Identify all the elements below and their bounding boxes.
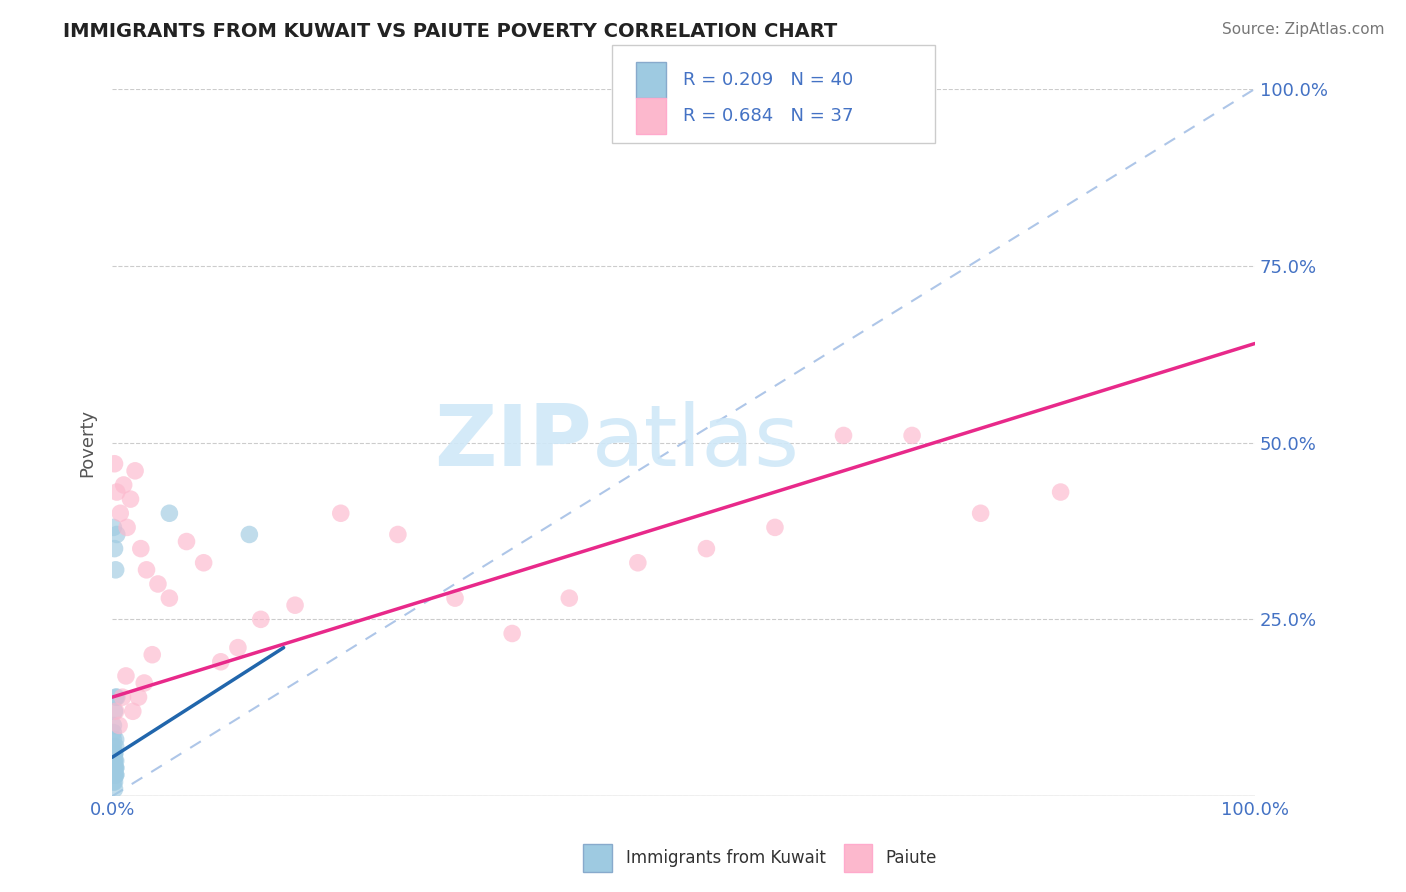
Point (104, 761, 127, 775)
Point (141, 648, 163, 662)
Y-axis label: Poverty: Poverty (79, 409, 96, 476)
Point (103, 754, 125, 768)
Point (103, 747, 125, 761)
Point (103, 782, 125, 797)
Point (110, 506, 132, 520)
Point (104, 704, 127, 718)
Point (104, 761, 127, 775)
Point (103, 739, 125, 754)
Point (104, 754, 127, 768)
Point (103, 761, 125, 775)
Point (104, 768, 127, 782)
Point (209, 655, 232, 669)
Point (124, 464, 146, 478)
Point (103, 768, 125, 782)
Point (193, 556, 215, 570)
Point (103, 732, 125, 747)
Point (120, 492, 142, 507)
Point (103, 768, 125, 782)
Text: R = 0.684   N = 37: R = 0.684 N = 37 (683, 107, 853, 125)
Point (103, 775, 125, 789)
Point (238, 527, 260, 541)
Point (108, 718, 131, 732)
Point (157, 506, 180, 520)
Point (329, 506, 352, 520)
Point (115, 520, 138, 534)
Point (103, 754, 125, 768)
Point (103, 541, 125, 556)
Point (104, 768, 127, 782)
Point (104, 732, 127, 747)
Point (176, 534, 198, 549)
Point (763, 520, 786, 534)
Point (104, 739, 127, 754)
Point (104, 690, 127, 705)
Point (103, 754, 125, 768)
Text: ZIP: ZIP (434, 401, 592, 484)
Point (103, 718, 125, 732)
Point (115, 669, 138, 683)
Point (112, 478, 135, 492)
Point (901, 428, 924, 442)
Point (129, 541, 152, 556)
Point (103, 768, 125, 782)
Point (103, 761, 125, 775)
Point (284, 598, 307, 612)
Text: IMMIGRANTS FROM KUWAIT VS PAIUTE POVERTY CORRELATION CHART: IMMIGRANTS FROM KUWAIT VS PAIUTE POVERTY… (63, 22, 838, 41)
Point (103, 747, 125, 761)
Point (444, 591, 467, 606)
Point (103, 725, 125, 739)
Point (969, 506, 991, 520)
Point (695, 541, 717, 556)
Point (134, 676, 156, 690)
Point (111, 690, 134, 705)
Point (103, 754, 125, 768)
Text: Paiute: Paiute (886, 849, 938, 867)
Point (501, 626, 523, 640)
Point (105, 527, 128, 541)
Point (104, 563, 127, 577)
Point (1049, 485, 1071, 500)
Point (558, 591, 581, 606)
Point (103, 747, 125, 761)
Point (103, 747, 125, 761)
Point (105, 690, 128, 705)
Point (103, 768, 125, 782)
Point (128, 690, 150, 705)
Text: R = 0.209   N = 40: R = 0.209 N = 40 (683, 71, 853, 89)
Point (157, 591, 180, 606)
Point (146, 577, 169, 591)
Point (103, 704, 125, 718)
Text: atlas: atlas (592, 401, 800, 484)
Point (103, 457, 125, 471)
Point (832, 428, 855, 442)
Point (103, 775, 125, 789)
Point (387, 527, 409, 541)
Text: Immigrants from Kuwait: Immigrants from Kuwait (626, 849, 825, 867)
Point (226, 640, 249, 655)
Point (103, 754, 125, 768)
Point (103, 761, 125, 775)
Point (627, 556, 650, 570)
Point (103, 520, 125, 534)
Point (249, 612, 271, 626)
Text: Source: ZipAtlas.com: Source: ZipAtlas.com (1222, 22, 1385, 37)
Point (135, 563, 157, 577)
Point (105, 485, 128, 500)
Point (103, 761, 125, 775)
Point (121, 704, 143, 718)
